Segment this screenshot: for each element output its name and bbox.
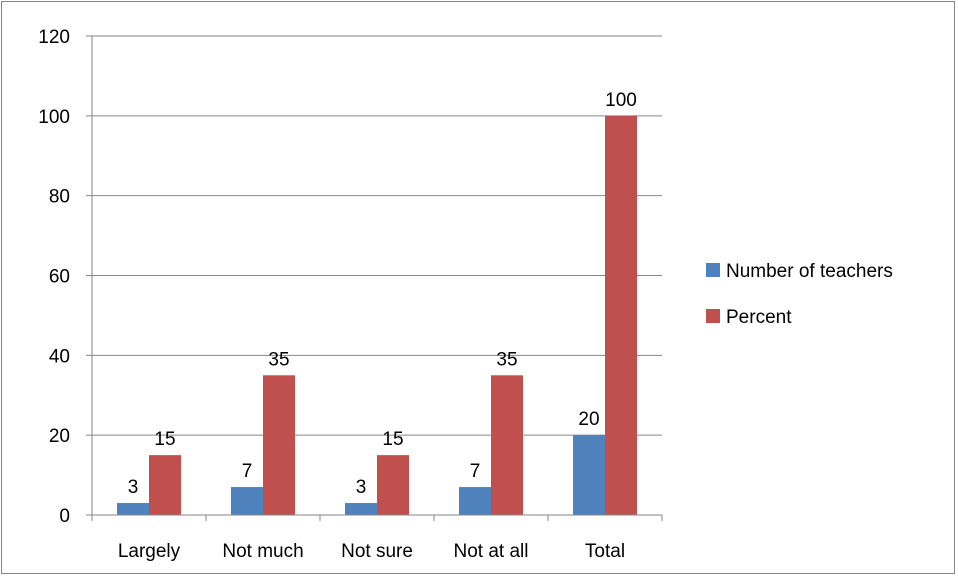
y-axis: 0 20 40 60 80 100 120 bbox=[38, 27, 93, 527]
bar bbox=[605, 115, 637, 515]
legend-swatch bbox=[706, 309, 720, 323]
data-label: 15 bbox=[154, 429, 175, 450]
legend-label: Percent bbox=[726, 307, 792, 328]
y-tick-label: 40 bbox=[49, 346, 70, 367]
y-tick-label: 100 bbox=[38, 107, 70, 128]
x-tick-label: Largely bbox=[118, 541, 181, 562]
y-tick-label: 0 bbox=[59, 506, 70, 527]
data-label: 7 bbox=[242, 461, 253, 482]
data-label: 100 bbox=[605, 90, 637, 111]
x-tick-label: Not at all bbox=[454, 541, 529, 562]
data-label: 3 bbox=[128, 477, 139, 498]
legend-label: Number of teachers bbox=[726, 261, 893, 282]
bar bbox=[491, 375, 523, 515]
y-tick-label: 120 bbox=[38, 27, 70, 48]
bar bbox=[459, 487, 491, 515]
x-tick-label: Not sure bbox=[341, 541, 413, 562]
bar bbox=[345, 503, 377, 515]
data-label: 3 bbox=[356, 477, 367, 498]
data-labels: 3 15 7 35 3 15 7 35 20 100 bbox=[128, 90, 637, 498]
bars bbox=[117, 115, 637, 515]
bar bbox=[231, 487, 263, 515]
data-label: 35 bbox=[268, 349, 289, 370]
x-axis: Largely Not much Not sure Not at all Total bbox=[91, 514, 663, 562]
bar bbox=[573, 435, 605, 515]
data-label: 35 bbox=[496, 349, 517, 370]
data-label: 20 bbox=[578, 409, 599, 430]
x-tick-label: Not much bbox=[222, 541, 303, 562]
bar bbox=[263, 375, 295, 515]
bar bbox=[377, 455, 409, 515]
legend-swatch bbox=[706, 263, 720, 277]
gridlines bbox=[92, 35, 662, 436]
data-label: 7 bbox=[470, 461, 481, 482]
data-label: 15 bbox=[382, 429, 403, 450]
bar bbox=[117, 503, 149, 515]
y-tick-label: 60 bbox=[49, 267, 70, 288]
x-tick-label: Total bbox=[585, 541, 625, 562]
legend: Number of teachers Percent bbox=[706, 261, 893, 328]
y-tick-label: 20 bbox=[49, 426, 70, 447]
y-tick-label: 80 bbox=[49, 187, 70, 208]
bar bbox=[149, 455, 181, 515]
